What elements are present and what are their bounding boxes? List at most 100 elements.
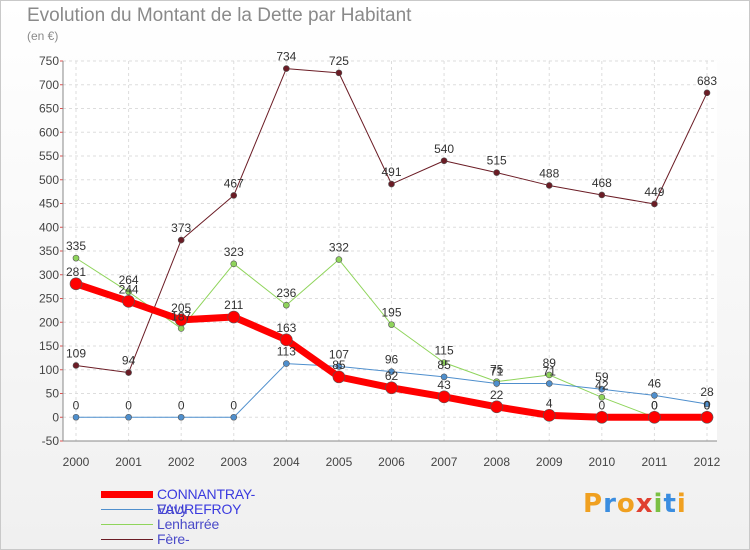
data-label: 0 xyxy=(125,398,132,412)
x-tick-label: 2010 xyxy=(588,455,615,469)
data-point xyxy=(177,236,185,244)
data-label: 42 xyxy=(595,378,609,392)
data-label: 236 xyxy=(276,286,296,300)
legend-swatch xyxy=(101,524,153,525)
data-label: 335 xyxy=(66,239,86,253)
unit-label: (en €) xyxy=(27,29,59,43)
data-label: 734 xyxy=(276,50,296,64)
data-point xyxy=(335,69,343,77)
data-label: 0 xyxy=(704,398,711,412)
data-label: 195 xyxy=(381,306,401,320)
y-tick-label: 100 xyxy=(39,363,59,377)
data-label: 43 xyxy=(437,378,451,392)
data-point xyxy=(177,413,185,421)
data-point xyxy=(230,192,238,199)
logo-letter: i xyxy=(653,489,664,519)
data-label: 468 xyxy=(592,176,612,190)
data-label: 725 xyxy=(329,54,349,68)
y-tick-label: 400 xyxy=(39,220,59,234)
y-tick-label: 200 xyxy=(39,315,59,329)
data-label: 71 xyxy=(543,365,557,379)
data-point xyxy=(177,325,185,332)
data-label: 0 xyxy=(651,398,658,412)
legend-label: Lenharrée xyxy=(157,516,220,532)
data-label: 281 xyxy=(66,265,86,279)
data-point xyxy=(437,390,451,404)
data-point xyxy=(388,180,395,188)
x-tick-label: 2000 xyxy=(63,455,90,469)
data-point xyxy=(545,371,553,379)
data-point xyxy=(280,333,293,347)
legend-swatch xyxy=(101,491,153,498)
data-label: 0 xyxy=(651,398,658,412)
data-point xyxy=(385,381,398,395)
data-point xyxy=(493,380,500,387)
data-label: 0 xyxy=(178,398,185,412)
data-point xyxy=(72,362,80,369)
data-point xyxy=(125,369,132,376)
logo-letter: t xyxy=(663,489,677,519)
y-tick-label: 500 xyxy=(39,173,59,187)
logo-letter: o xyxy=(616,489,636,519)
y-tick-label: -50 xyxy=(42,434,60,448)
y-tick-label: 450 xyxy=(39,197,59,211)
data-point xyxy=(125,413,132,421)
x-tick-label: 2007 xyxy=(431,455,458,469)
x-tick-label: 2002 xyxy=(168,455,195,469)
logo-letter: P xyxy=(583,489,604,519)
data-label: 28 xyxy=(700,385,714,399)
data-label: 373 xyxy=(171,221,191,235)
y-tick-label: 600 xyxy=(39,125,59,139)
chart-title: Evolution du Montant de la Dette par Hab… xyxy=(27,5,412,26)
data-label: 244 xyxy=(119,282,139,296)
data-label: 187 xyxy=(171,309,191,323)
data-point xyxy=(388,321,395,328)
data-label: 96 xyxy=(385,353,399,367)
y-tick-label: 150 xyxy=(39,339,59,353)
data-point xyxy=(69,277,83,291)
data-point xyxy=(388,368,395,375)
data-point xyxy=(490,400,503,414)
data-point xyxy=(440,359,448,366)
data-label: 75 xyxy=(490,363,504,377)
data-point xyxy=(542,409,556,422)
data-label: 4 xyxy=(546,396,553,410)
x-tick-label: 2005 xyxy=(326,455,353,469)
data-label: 0 xyxy=(704,398,711,412)
x-tick-label: 2011 xyxy=(642,455,668,469)
data-label: 0 xyxy=(230,398,237,412)
legend-label: Euvy xyxy=(157,501,188,517)
data-point xyxy=(440,373,448,381)
data-label: 94 xyxy=(122,354,136,368)
x-tick-label: 2012 xyxy=(694,455,721,469)
data-point xyxy=(230,413,238,421)
x-tick-label: 2008 xyxy=(483,455,510,469)
data-label: 323 xyxy=(224,245,244,259)
data-point xyxy=(493,169,500,176)
data-label: 107 xyxy=(329,347,349,361)
legend-label: Fère-Champenoise xyxy=(157,531,241,550)
x-tick-label: 2004 xyxy=(273,455,300,469)
data-label: 515 xyxy=(487,154,507,168)
data-point xyxy=(125,288,132,296)
data-point xyxy=(122,295,135,308)
data-point xyxy=(545,182,553,189)
data-label: 449 xyxy=(644,185,664,199)
data-label: 113 xyxy=(277,345,296,359)
data-label: 491 xyxy=(381,165,401,179)
data-label: 467 xyxy=(224,176,244,190)
x-tick-label: 2009 xyxy=(536,455,563,469)
data-point xyxy=(335,363,343,370)
data-label: 85 xyxy=(332,358,346,372)
y-tick-label: 350 xyxy=(39,244,59,258)
data-label: 163 xyxy=(276,321,296,335)
data-point xyxy=(648,410,661,424)
data-label: 264 xyxy=(119,273,139,287)
data-label: 115 xyxy=(435,344,454,358)
data-point xyxy=(174,313,188,327)
x-tick-label: 2006 xyxy=(378,455,405,469)
y-tick-label: 650 xyxy=(39,102,59,116)
y-tick-label: 0 xyxy=(52,410,59,424)
